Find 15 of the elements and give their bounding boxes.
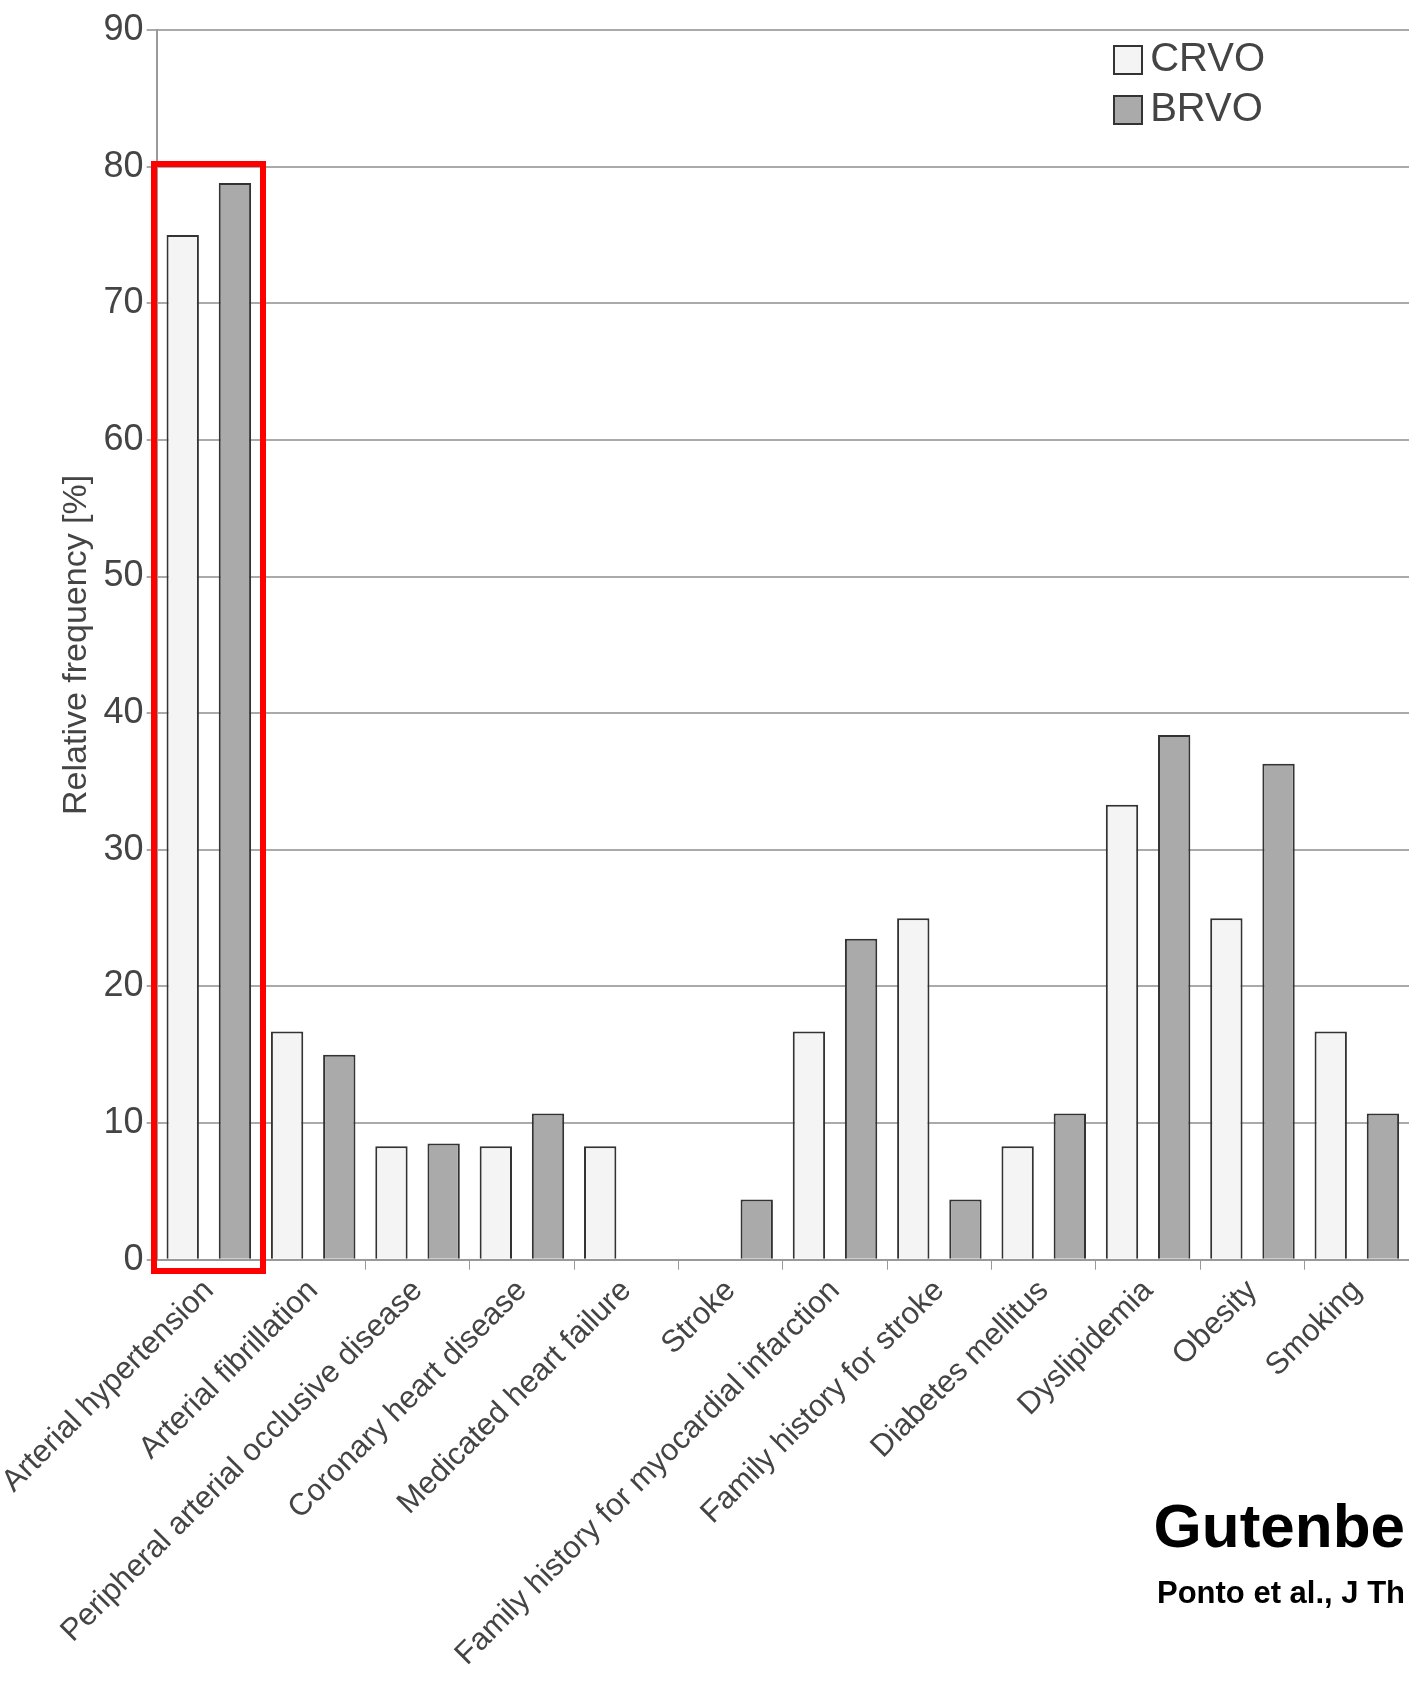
y-tick-label: 80: [103, 143, 144, 185]
y-tick-label: 70: [103, 280, 144, 322]
y-tick-label: 10: [103, 1100, 144, 1142]
text: Ponto et al., J Th: [1156, 1575, 1405, 1611]
y-tick-label: 60: [103, 416, 144, 458]
y-axis-title: Relative frequency [%]: [54, 474, 93, 815]
text: Gutenbe: [1153, 1490, 1405, 1561]
y-tick-label: 30: [103, 826, 144, 868]
y-tick-label: 0: [123, 1236, 144, 1278]
legend-label: BRVO: [1150, 85, 1263, 130]
y-tick-label: 90: [103, 6, 144, 48]
y-tick-label: 40: [103, 690, 144, 732]
y-tick-label: 20: [103, 963, 144, 1005]
legend-label: CRVO: [1150, 35, 1265, 80]
y-tick-label: 50: [103, 553, 144, 595]
